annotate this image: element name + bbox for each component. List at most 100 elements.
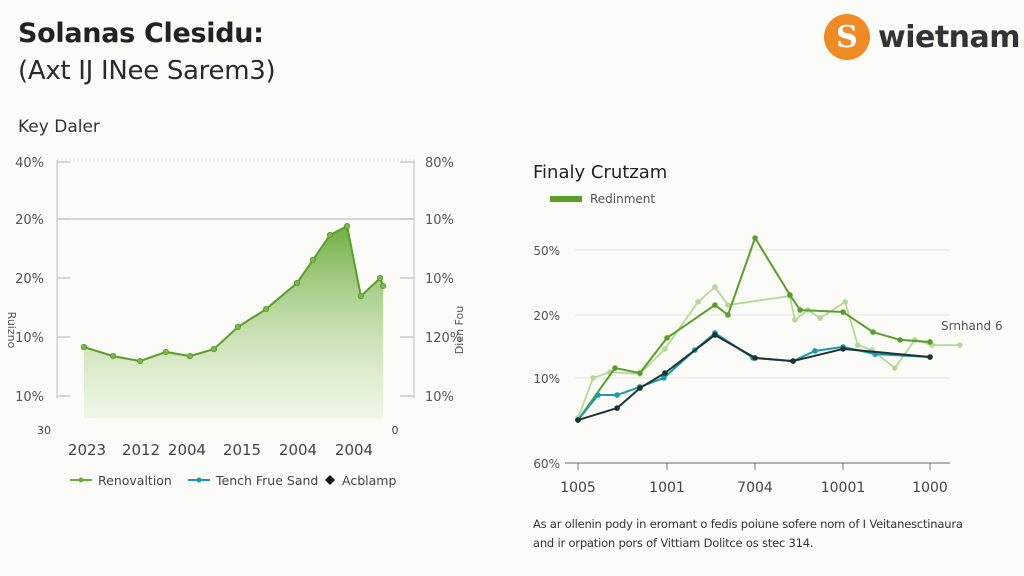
legend-dot-icon — [78, 477, 84, 483]
data-point — [787, 292, 793, 298]
data-point — [263, 305, 270, 313]
left-y-axis-label: Ruizno — [5, 312, 18, 349]
left-tick-label: 20% — [15, 272, 44, 287]
area-fill — [84, 226, 384, 418]
data-point — [137, 357, 144, 365]
right-tick-label: 10% — [425, 272, 454, 287]
x-tick-label: 2004 — [168, 441, 206, 459]
right-tick-label: 10% — [425, 213, 454, 228]
logo: S wietnam — [824, 14, 1021, 60]
data-point — [380, 282, 387, 290]
data-point — [590, 375, 596, 381]
data-point — [186, 353, 193, 360]
data-point — [110, 353, 117, 360]
chart-caption: As ar ollenin pody in eromant o fedis po… — [533, 515, 963, 553]
left-chart: 40% 80% 20% 10% 20% 10% 10% 120% 10% 10% Ruizno D… — [5, 156, 466, 488]
data-point — [234, 323, 241, 331]
corner-right-label: 0 — [392, 424, 399, 437]
left-tick-label: 10% — [15, 331, 44, 346]
data-point — [842, 299, 848, 305]
data-point — [790, 358, 796, 364]
data-point — [326, 231, 334, 239]
data-point — [792, 317, 798, 323]
data-point — [725, 312, 731, 318]
data-point — [752, 235, 758, 241]
left-tick-label: 20% — [15, 213, 44, 228]
caption-line-1: As ar ollenin pody in eromant o fedis po… — [533, 517, 963, 531]
data-point — [870, 329, 876, 335]
data-point — [855, 342, 861, 348]
data-point — [712, 284, 718, 290]
x-tick-label: 1005 — [560, 480, 596, 496]
data-point — [897, 337, 903, 343]
data-point — [712, 332, 718, 338]
data-point — [662, 346, 668, 352]
data-point — [614, 392, 620, 398]
data-point — [80, 343, 88, 351]
data-point — [210, 346, 217, 353]
data-point — [840, 346, 846, 352]
legend-label: Acblamp — [342, 473, 396, 488]
legend-label: Renovaltion — [98, 473, 172, 488]
data-point — [637, 370, 643, 376]
right-y-axis-label: Dien Fou — [453, 306, 466, 354]
data-point — [575, 417, 581, 423]
legend-diamond-icon — [325, 475, 335, 485]
corner-left-label: 30 — [37, 424, 51, 437]
data-point — [892, 365, 898, 371]
caption-line-2: and ir orpation pors of Vittiam Dolitce … — [533, 536, 814, 550]
legend-dot-icon — [196, 477, 202, 483]
data-point — [840, 309, 846, 315]
data-point — [377, 275, 384, 282]
y-tick-label: 60% — [533, 457, 560, 471]
data-point — [614, 405, 620, 411]
legend-swatch — [550, 196, 582, 202]
y-tick-label: 10% — [533, 372, 560, 386]
y-tick-label: 20% — [533, 309, 560, 323]
page-subtitle: (Axt IJ INee Sarem3) — [18, 56, 276, 86]
x-tick-label: 7004 — [737, 480, 773, 496]
data-point — [927, 354, 933, 360]
legend-label: Tench Frue Sand — [215, 473, 318, 488]
data-point — [662, 370, 668, 376]
logo-icon: S — [824, 14, 870, 60]
data-point — [797, 307, 803, 313]
data-point — [695, 299, 701, 305]
x-tick-label: 1001 — [649, 480, 685, 496]
data-point — [344, 223, 351, 230]
right-tick-label: 10% — [425, 390, 454, 405]
page-title: Solanas Clesidu: — [18, 18, 264, 49]
section-heading: Key Daler — [18, 117, 100, 137]
data-point — [595, 392, 601, 398]
data-point — [712, 302, 718, 308]
logo-text: wietnam — [878, 19, 1021, 55]
data-point — [357, 292, 364, 300]
data-point — [162, 348, 169, 356]
data-point — [725, 302, 731, 308]
left-tick-label: 40% — [15, 156, 44, 171]
data-point — [309, 256, 316, 264]
x-tick-label: 10001 — [821, 480, 866, 496]
series-annotation: Srnhand 6 — [941, 319, 1003, 333]
x-tick-label: 2023 — [68, 441, 106, 459]
series-line — [577, 237, 931, 421]
x-tick-label: 2004 — [279, 441, 317, 459]
data-point — [927, 339, 933, 345]
right-tick-label: 80% — [425, 156, 454, 171]
series-line — [577, 286, 960, 419]
right-chart-title: Finaly Crutzam — [533, 162, 667, 183]
x-tick-label: 1000 — [912, 480, 948, 496]
data-point — [661, 375, 667, 381]
series-line — [577, 331, 931, 421]
data-point — [817, 315, 823, 321]
right-chart: Finaly Crutzam Redinment 50% 20% 10% 60% 10… — [533, 162, 1003, 496]
left-tick-label: 10% — [15, 390, 44, 405]
data-point — [637, 385, 643, 391]
x-tick-label: 2015 — [223, 441, 261, 459]
data-point — [957, 342, 963, 348]
data-point — [812, 348, 818, 354]
data-point — [664, 335, 670, 341]
data-point — [752, 355, 758, 361]
y-tick-label: 50% — [533, 244, 560, 258]
